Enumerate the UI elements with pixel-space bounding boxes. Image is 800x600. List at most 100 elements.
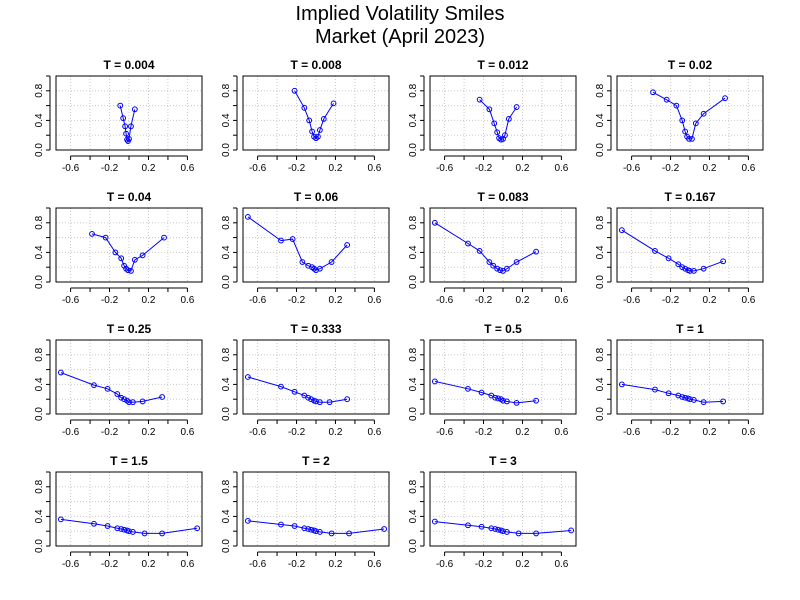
smile-point bbox=[118, 526, 125, 532]
x-tick-label: -0.2 bbox=[475, 295, 493, 306]
x-tick-label: 0.6 bbox=[367, 559, 381, 570]
smile-point bbox=[503, 265, 510, 272]
x-tick-label: -0.2 bbox=[101, 163, 119, 174]
smile-point bbox=[682, 128, 689, 135]
smile-point bbox=[700, 399, 707, 406]
smile-point bbox=[104, 385, 111, 392]
smile-point bbox=[114, 525, 121, 532]
smile-point bbox=[652, 248, 658, 254]
y-tick-label: 0.4 bbox=[408, 377, 419, 391]
x-tick-label: 0.2 bbox=[142, 295, 156, 306]
panel-frame bbox=[55, 207, 203, 283]
y-tick-label: 0.0 bbox=[595, 407, 606, 421]
y-tick-label: 0.0 bbox=[221, 275, 232, 289]
x-tick-label: 0.2 bbox=[329, 427, 343, 438]
smile-point bbox=[57, 369, 64, 376]
y-tick-label: 0.4 bbox=[595, 113, 606, 127]
panel-title: T = 1.5 bbox=[110, 454, 148, 468]
y-tick-label: 0.8 bbox=[595, 83, 606, 97]
smile-point bbox=[679, 117, 686, 124]
x-tick-label: -0.2 bbox=[101, 427, 119, 438]
smile-point bbox=[118, 394, 125, 401]
x-tick-label: 0.2 bbox=[703, 163, 717, 174]
panel-frame bbox=[242, 207, 390, 283]
smile-point bbox=[722, 95, 728, 102]
panel-title: T = 2 bbox=[302, 454, 330, 468]
y-tick-label: 0.4 bbox=[408, 509, 419, 523]
smile-point bbox=[291, 87, 298, 94]
y-tick-label: 0.0 bbox=[595, 143, 606, 157]
smile-point bbox=[692, 120, 699, 127]
smile-point bbox=[114, 391, 121, 397]
smile-point bbox=[513, 259, 520, 265]
x-tick-label: 0.2 bbox=[516, 559, 530, 570]
smile-point bbox=[159, 394, 165, 400]
y-tick-label: 0.4 bbox=[408, 245, 419, 259]
panels-group: T = 0.004-0.6 -0.2 0.2 0.60.00.40.8T = 0.00… bbox=[34, 58, 764, 570]
x-tick-label: -0.6 bbox=[436, 559, 454, 570]
x-tick-label: 0.6 bbox=[367, 163, 381, 174]
smile-point bbox=[500, 397, 506, 404]
y-tick-label: 0.0 bbox=[595, 275, 606, 289]
y-tick-label: 0.0 bbox=[408, 539, 419, 553]
smile-point bbox=[513, 104, 520, 110]
panel-frame bbox=[55, 339, 203, 415]
x-tick-label: 0.2 bbox=[516, 295, 530, 306]
x-tick-label: -0.2 bbox=[101, 295, 119, 306]
smile-point bbox=[515, 530, 522, 537]
x-tick-label: -0.6 bbox=[623, 295, 641, 306]
smile-line bbox=[652, 91, 726, 140]
smile-point bbox=[316, 127, 323, 133]
smile-point bbox=[679, 264, 686, 271]
smile-point bbox=[301, 104, 308, 111]
smile-point bbox=[131, 106, 138, 113]
smile-point bbox=[313, 528, 319, 535]
y-tick-label: 0.0 bbox=[221, 143, 232, 157]
smile-point bbox=[494, 129, 501, 136]
smile-point bbox=[492, 526, 499, 532]
y-tick-label: 0.8 bbox=[221, 215, 232, 229]
smile-point bbox=[497, 267, 503, 274]
smile-point bbox=[244, 517, 251, 524]
smile-line bbox=[294, 90, 334, 139]
x-tick-label: 0.6 bbox=[741, 295, 755, 306]
smile-point bbox=[690, 397, 697, 403]
panel: T = 0.167 -0.6 -0.2 0.2 0.6 0.0 0.4 0.8 bbox=[595, 190, 764, 306]
x-tick-label: 0.6 bbox=[180, 427, 194, 438]
y-tick-label: 0.0 bbox=[34, 539, 45, 553]
smile-point bbox=[476, 248, 483, 254]
smile-point bbox=[328, 259, 335, 265]
y-tick-label: 0.0 bbox=[34, 143, 45, 157]
smile-point bbox=[465, 240, 471, 247]
smile-point bbox=[194, 525, 201, 532]
smile-point bbox=[675, 261, 682, 268]
x-tick-label: 0.2 bbox=[703, 295, 717, 306]
smile-point bbox=[126, 136, 132, 142]
x-tick-label: -0.6 bbox=[249, 163, 267, 174]
x-tick-label: -0.2 bbox=[662, 295, 680, 306]
smile-point bbox=[123, 130, 129, 137]
smile-point bbox=[315, 133, 321, 140]
smile-point bbox=[289, 236, 296, 242]
y-tick-label: 0.8 bbox=[221, 479, 232, 493]
panel: T = 0.5 -0.6 -0.2 0.2 0.6 0.0 0.4 0.8 bbox=[408, 322, 577, 438]
smile-point bbox=[278, 383, 284, 390]
smile-point bbox=[139, 398, 146, 405]
panel-title: T = 0.06 bbox=[294, 190, 339, 204]
smile-point bbox=[305, 526, 312, 532]
smile-point bbox=[505, 116, 512, 122]
smile-point bbox=[306, 117, 313, 124]
x-tick-label: -0.6 bbox=[436, 163, 454, 174]
panel-title: T = 0.5 bbox=[484, 322, 522, 336]
smile-point bbox=[320, 116, 327, 122]
smile-point bbox=[465, 385, 471, 392]
y-tick-label: 0.4 bbox=[34, 377, 45, 391]
smile-point bbox=[313, 398, 319, 405]
x-tick-label: 0.2 bbox=[142, 427, 156, 438]
panel-frame bbox=[55, 75, 203, 151]
panel-frame bbox=[429, 75, 577, 151]
smile-point bbox=[652, 386, 658, 393]
y-tick-label: 0.0 bbox=[408, 407, 419, 421]
x-tick-label: -0.6 bbox=[249, 559, 267, 570]
